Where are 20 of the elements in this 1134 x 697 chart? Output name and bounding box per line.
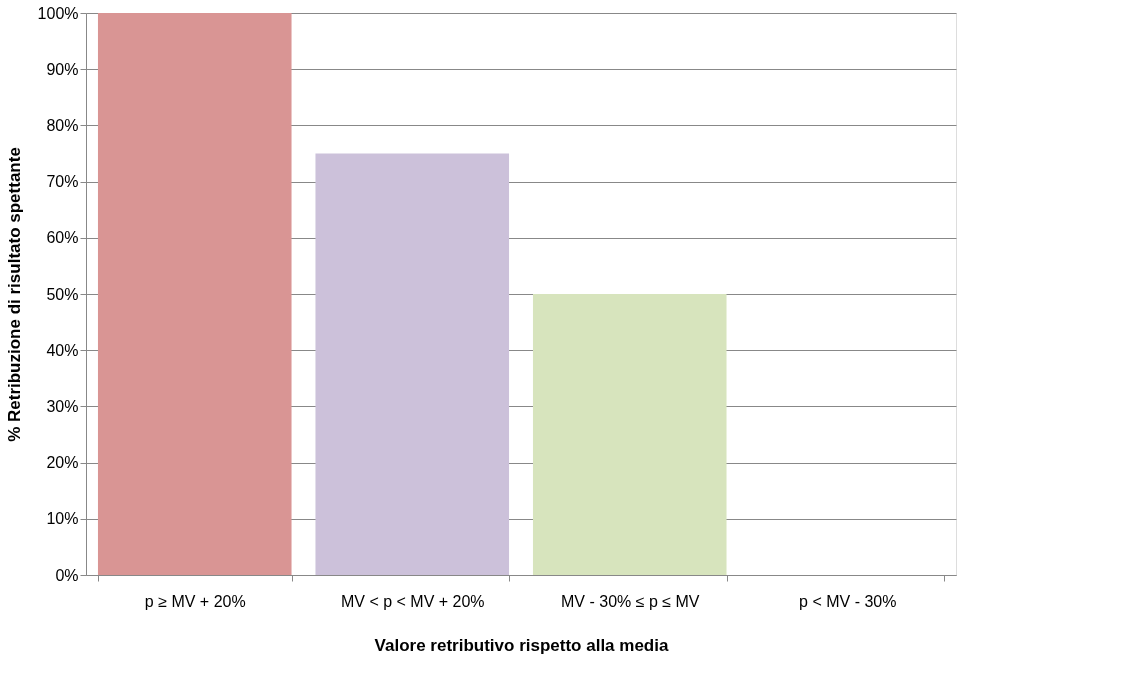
y-tick-label: 50% xyxy=(46,285,79,303)
bar xyxy=(532,294,727,575)
y-tick-label: 100% xyxy=(37,4,79,22)
y-tick-label: 40% xyxy=(46,341,79,359)
x-axis-title: Valore retributivo rispetto alla media xyxy=(374,635,669,655)
x-tick-label: MV < p < MV + 20% xyxy=(340,592,485,610)
y-tick-label: 80% xyxy=(46,116,79,134)
y-tick-label: 60% xyxy=(46,229,79,247)
y-axis-title: % Retribuzione di risultato spettante xyxy=(4,147,24,442)
bar xyxy=(315,153,510,575)
y-tick-label: 70% xyxy=(46,173,79,191)
bar xyxy=(97,13,292,575)
y-tick-label: 0% xyxy=(55,566,79,584)
x-tick-label: p < MV - 30% xyxy=(799,592,897,610)
y-tick-label: 20% xyxy=(46,454,79,472)
x-tick-label: MV - 30% ≤ p ≤ MV xyxy=(561,592,700,610)
y-tick-label: 10% xyxy=(46,510,79,528)
y-tick-label: 90% xyxy=(46,60,79,78)
y-tick-label: 30% xyxy=(46,397,79,415)
x-tick-label: p ≥ MV + 20% xyxy=(144,592,246,610)
